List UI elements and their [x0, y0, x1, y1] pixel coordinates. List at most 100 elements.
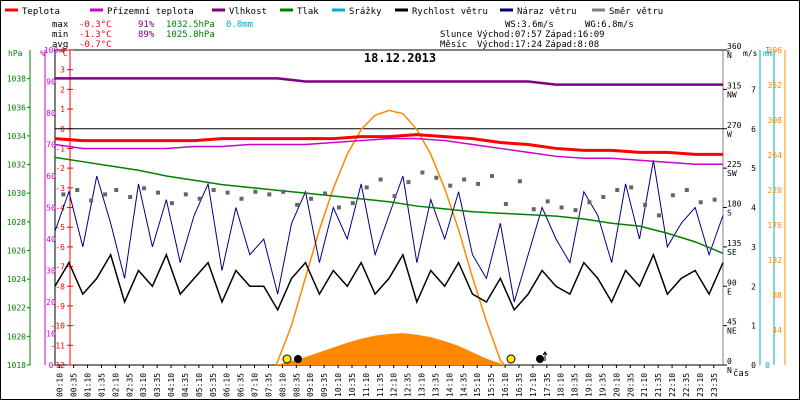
humidity-tick-label: 60 [46, 172, 56, 181]
legend-label-prizemni-teplota: Přízemní teplota [107, 7, 194, 17]
x-tick-label: 08:35 [292, 373, 301, 397]
x-tick-label: 20:10 [612, 373, 621, 397]
wind-direction-point [309, 196, 314, 201]
wind-direction-point [211, 188, 216, 192]
wind-direction-point [267, 192, 272, 197]
wind-direction-point [114, 188, 119, 192]
wind-arrow-icon [542, 351, 548, 361]
direction-compass-label: E [727, 287, 732, 296]
direction-tick-label: 45 [727, 318, 737, 327]
legend: Teplota Přízemní teplota Vlhkost Tlak Sr… [5, 7, 663, 17]
temp-tick-label: -2 [55, 164, 65, 173]
pressure-tick-label: 1038 [7, 75, 26, 84]
direction-tick-label: 360 [727, 42, 742, 51]
wind-direction-point [239, 196, 244, 201]
x-tick-label: 01:35 [97, 373, 106, 397]
temp-tick-label: -10 [51, 322, 66, 331]
legend-label-teplota: Teplota [22, 7, 60, 17]
humidity-tick-label: 100 [44, 46, 59, 55]
wind-direction-point [406, 180, 411, 185]
temperature-line [54, 133, 723, 156]
marker-layer [282, 351, 548, 364]
moon-rise: Východ:17:24 [477, 40, 542, 50]
wind-direction-point [61, 192, 66, 197]
stat-min-hum: 89% [138, 30, 155, 40]
stat-min-label: min [52, 30, 68, 40]
temp-tick-label: -9 [55, 302, 65, 311]
x-tick-label: 22:10 [668, 373, 677, 397]
wind-speed-info: WS:3.6m/s [505, 20, 554, 30]
pressure-tick-label: 1030 [7, 189, 26, 198]
pressure-unit-label: hPa [8, 49, 23, 58]
x-tick-label: 17:35 [543, 373, 552, 397]
temp-tick-label: -1 [55, 144, 65, 153]
wind-direction-point [295, 202, 300, 207]
pressure-tick-label: 1028 [7, 218, 26, 227]
direction-tick-label: 315 [727, 81, 742, 90]
pressure-tick-label: 1032 [7, 161, 26, 170]
solar-tick-label: 132 [768, 256, 783, 265]
x-tick-label: 00:35 [70, 373, 79, 397]
wind-gust-info: WG:6.8m/s [585, 20, 634, 30]
temp-tick-label: -11 [51, 341, 66, 350]
solar-area [276, 333, 505, 365]
direction-compass-label: SW [727, 169, 737, 178]
humidity-line [55, 77, 723, 86]
wind-tick-label: 3 [751, 243, 756, 252]
wind-direction-point [670, 193, 675, 198]
direction-compass-label: S [727, 209, 732, 218]
wind-direction-point [75, 188, 80, 192]
direction-compass-label: N [727, 366, 732, 375]
wind-direction-point [503, 202, 508, 206]
legend-label-naraz-vetru: Náraz větru [517, 7, 577, 17]
wind-direction-point [281, 189, 286, 194]
solar-tick-label: 88 [772, 291, 782, 300]
humidity-tick-label: 30 [46, 267, 56, 276]
temp-tick-label: -3 [55, 184, 65, 193]
x-tick-label: 17:10 [529, 373, 538, 397]
x-tick-label: 19:35 [598, 373, 607, 397]
x-tick-label: 12:35 [404, 373, 413, 397]
x-tick-label: 18:10 [557, 373, 566, 397]
wind-tick-label: 5 [751, 164, 756, 173]
x-tick-label: 20:35 [626, 373, 635, 397]
direction-compass-label: W [727, 130, 732, 139]
stat-max-hum: 91% [138, 20, 155, 30]
x-tick-label: 07:10 [251, 373, 260, 397]
x-tick-label: 05:35 [209, 373, 218, 397]
sun-label: Slunce [440, 30, 473, 40]
x-tick-label: 07:35 [264, 373, 273, 397]
legend-label-tlak: Tlak [297, 7, 319, 17]
wind-tick-label: 7 [751, 85, 756, 94]
wind-direction-point [225, 190, 230, 195]
x-tick-label: 15:35 [487, 373, 496, 397]
x-tick-label: 02:10 [111, 373, 120, 397]
solar-tick-label: 352 [768, 81, 783, 90]
stats-panel: max -0.3°C 91% 1032.5hPa 0.0mm min -1.3°… [52, 20, 253, 50]
sunset-icon [506, 354, 516, 364]
wind-direction-point [434, 175, 439, 180]
x-tick-label: 16:10 [501, 373, 510, 397]
x-tick-label: 09:35 [320, 373, 329, 397]
ground-temperature-line [54, 137, 723, 165]
temp-tick-label: -8 [55, 282, 65, 291]
stat-max-label: max [52, 20, 69, 30]
pressure-tick-label: 1020 [7, 332, 26, 341]
chart-title: 18.12.2013 [364, 51, 436, 65]
legend-label-smer-vetru: Směr větru [609, 7, 663, 17]
wind-direction-point [629, 185, 634, 190]
pressure-tick-label: 1024 [7, 275, 26, 284]
stat-avg-temp: -0.7°C [79, 40, 112, 50]
wind-speed-line [54, 252, 724, 312]
x-tick-label: 15:10 [473, 373, 482, 397]
x-tick-label: 00:10 [56, 373, 65, 397]
x-tick-label: 10:35 [348, 373, 357, 397]
stat-avg-label: avg [52, 40, 68, 50]
humidity-tick-label: 90 [46, 78, 56, 87]
wind-direction-point [545, 199, 550, 204]
x-tick-label: 03:10 [139, 373, 148, 397]
sunrise-icon [282, 354, 292, 364]
direction-compass-label: SE [727, 248, 737, 257]
